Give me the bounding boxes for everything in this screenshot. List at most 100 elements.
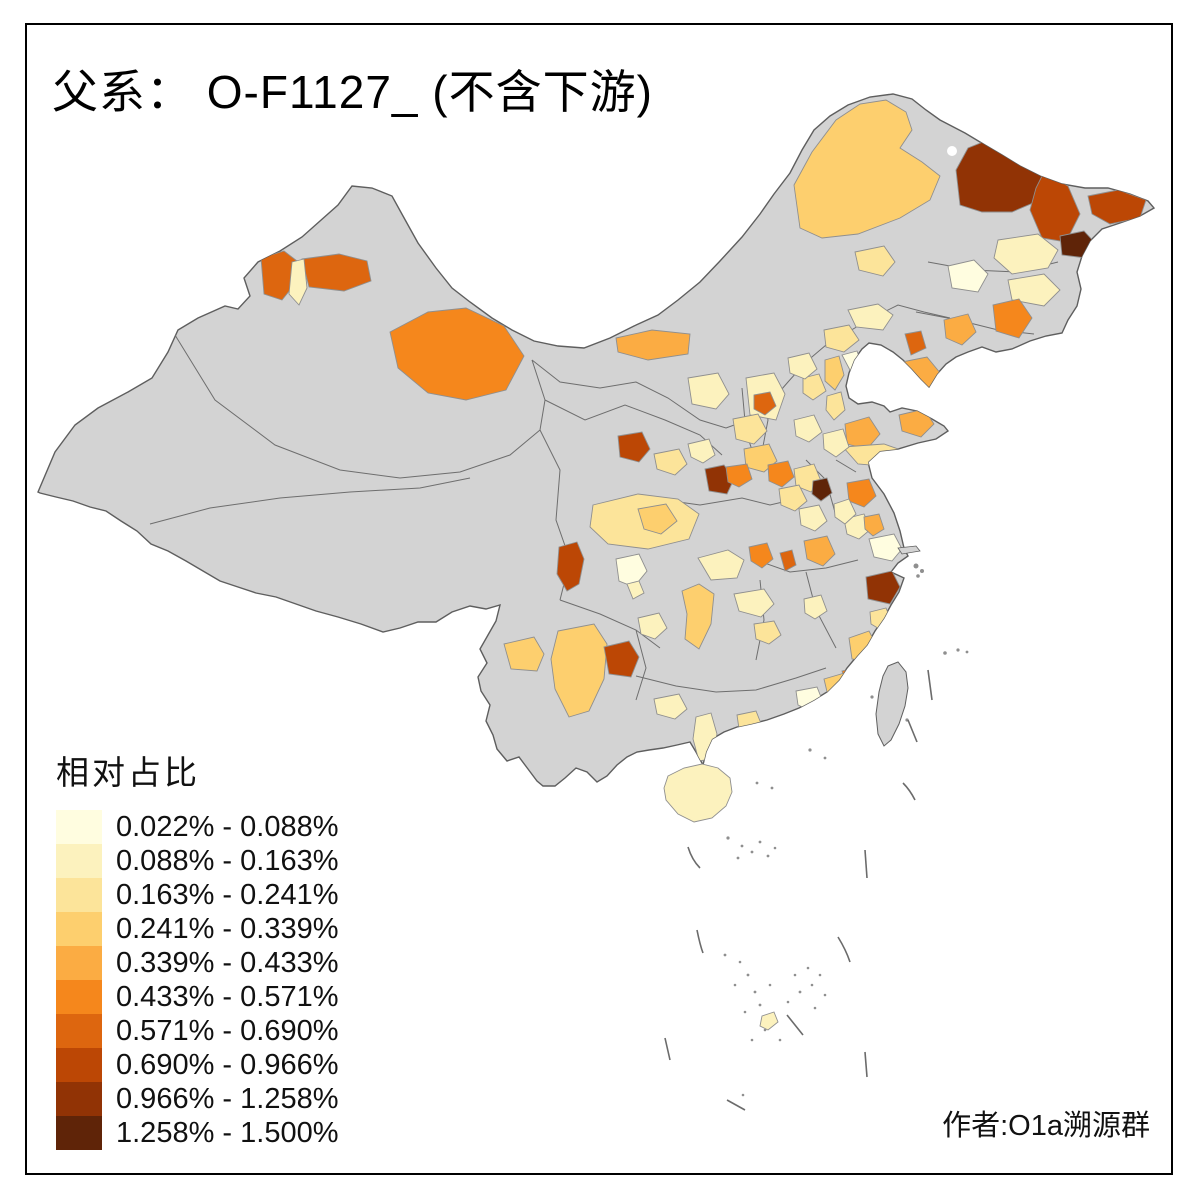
legend-swatch <box>56 1014 102 1048</box>
map-region <box>1029 171 1081 243</box>
chongming-island <box>897 545 921 555</box>
legend-item: 0.241% - 0.339% <box>56 912 338 946</box>
map-region <box>865 570 901 605</box>
map-region <box>733 588 775 618</box>
map-region <box>617 431 651 463</box>
legend-swatch <box>56 878 102 912</box>
map-region <box>793 99 941 239</box>
map-region <box>841 667 859 688</box>
legend-label: 0.163% - 0.241% <box>116 878 339 911</box>
map-region <box>992 298 1033 339</box>
map-region <box>868 533 903 562</box>
map-region <box>833 498 857 525</box>
map-region <box>802 373 827 401</box>
legend-label: 0.088% - 0.163% <box>116 844 339 877</box>
map-region <box>615 329 691 361</box>
map-region <box>824 355 845 391</box>
attribution: 作者:O1a溯源群 <box>942 1110 1150 1142</box>
map-region <box>732 413 768 445</box>
map-region <box>803 535 836 567</box>
legend-item: 1.258% - 1.500% <box>56 1116 338 1150</box>
map-region <box>288 258 308 306</box>
map-regions <box>260 99 1147 762</box>
map-region <box>993 233 1059 275</box>
map-region <box>767 460 795 488</box>
islands <box>663 545 969 1111</box>
legend-title: 相对占比 <box>56 754 200 791</box>
legend-swatch <box>56 810 102 844</box>
map-region <box>854 245 896 277</box>
map-region <box>603 640 640 678</box>
map-region <box>1007 273 1061 307</box>
map-region <box>943 313 977 346</box>
map-region <box>847 303 894 331</box>
map-region <box>697 549 745 581</box>
map-region <box>779 549 797 572</box>
map-region <box>615 553 648 588</box>
map-region <box>846 478 877 508</box>
spratly-islands <box>723 953 827 1097</box>
map-region <box>798 504 828 532</box>
legend-item: 0.966% - 1.258% <box>56 1082 338 1116</box>
legend-label: 0.022% - 0.088% <box>116 810 339 843</box>
map-region <box>778 484 808 512</box>
map-region <box>550 623 608 718</box>
legend-label: 0.433% - 0.571% <box>116 980 339 1013</box>
map-region <box>904 330 927 356</box>
legend-swatch <box>56 844 102 878</box>
map-region <box>947 259 989 293</box>
legend-label: 0.241% - 0.339% <box>116 912 339 945</box>
map-region <box>556 541 585 592</box>
legend-swatch <box>56 1082 102 1116</box>
map-region <box>637 612 668 640</box>
hainan-island <box>663 763 733 823</box>
map-region <box>653 693 688 720</box>
lake <box>947 146 957 156</box>
map-region <box>681 583 715 650</box>
legend-label: 0.571% - 0.690% <box>116 1014 339 1047</box>
map-region <box>653 448 688 476</box>
map-region <box>503 636 545 672</box>
legend-label: 0.966% - 1.258% <box>116 1082 339 1115</box>
map-region <box>793 414 823 443</box>
map-region <box>803 594 828 620</box>
legend-label: 1.258% - 1.500% <box>116 1116 339 1149</box>
legend-item: 0.690% - 0.966% <box>56 1048 338 1082</box>
map-region <box>863 513 885 537</box>
paracel-islands <box>726 836 777 860</box>
legend-item: 0.088% - 0.163% <box>56 844 338 878</box>
legend-swatch <box>56 946 102 980</box>
map-region <box>825 391 846 421</box>
map-region <box>301 253 372 292</box>
legend-swatch <box>56 1048 102 1082</box>
map-region <box>626 580 645 600</box>
page-title: 父系： O-F1127_ (不含下游) <box>52 66 653 118</box>
legend-item: 0.163% - 0.241% <box>56 878 338 912</box>
spratly-colored-islet <box>759 1011 779 1031</box>
legend-swatch <box>56 980 102 1014</box>
map-region <box>823 324 860 353</box>
legend-item: 0.022% - 0.088% <box>56 810 338 844</box>
map-region <box>637 503 678 535</box>
map-region <box>822 428 850 458</box>
map-region <box>753 391 777 416</box>
map-region <box>787 352 818 380</box>
map-region <box>811 477 833 502</box>
map-region <box>687 372 730 410</box>
map-region <box>687 438 716 464</box>
map-region <box>748 542 774 569</box>
legend-label: 0.339% - 0.433% <box>116 946 339 979</box>
legend-item: 0.433% - 0.571% <box>56 980 338 1014</box>
legend: 相对占比 0.022% - 0.088% 0.088% - 0.163% 0.163… <box>56 746 338 1150</box>
legend-swatch <box>56 912 102 946</box>
legend-items: 0.022% - 0.088% 0.088% - 0.163% 0.163% - 0… <box>56 810 338 1150</box>
map-region <box>753 620 782 645</box>
legend-item: 0.339% - 0.433% <box>56 946 338 980</box>
legend-swatch <box>56 1116 102 1150</box>
legend-item: 0.571% - 0.690% <box>56 1014 338 1048</box>
nine-dash-line <box>664 669 933 1111</box>
map-region <box>389 307 525 401</box>
taiwan-island <box>875 661 909 747</box>
legend-label: 0.690% - 0.966% <box>116 1048 339 1081</box>
